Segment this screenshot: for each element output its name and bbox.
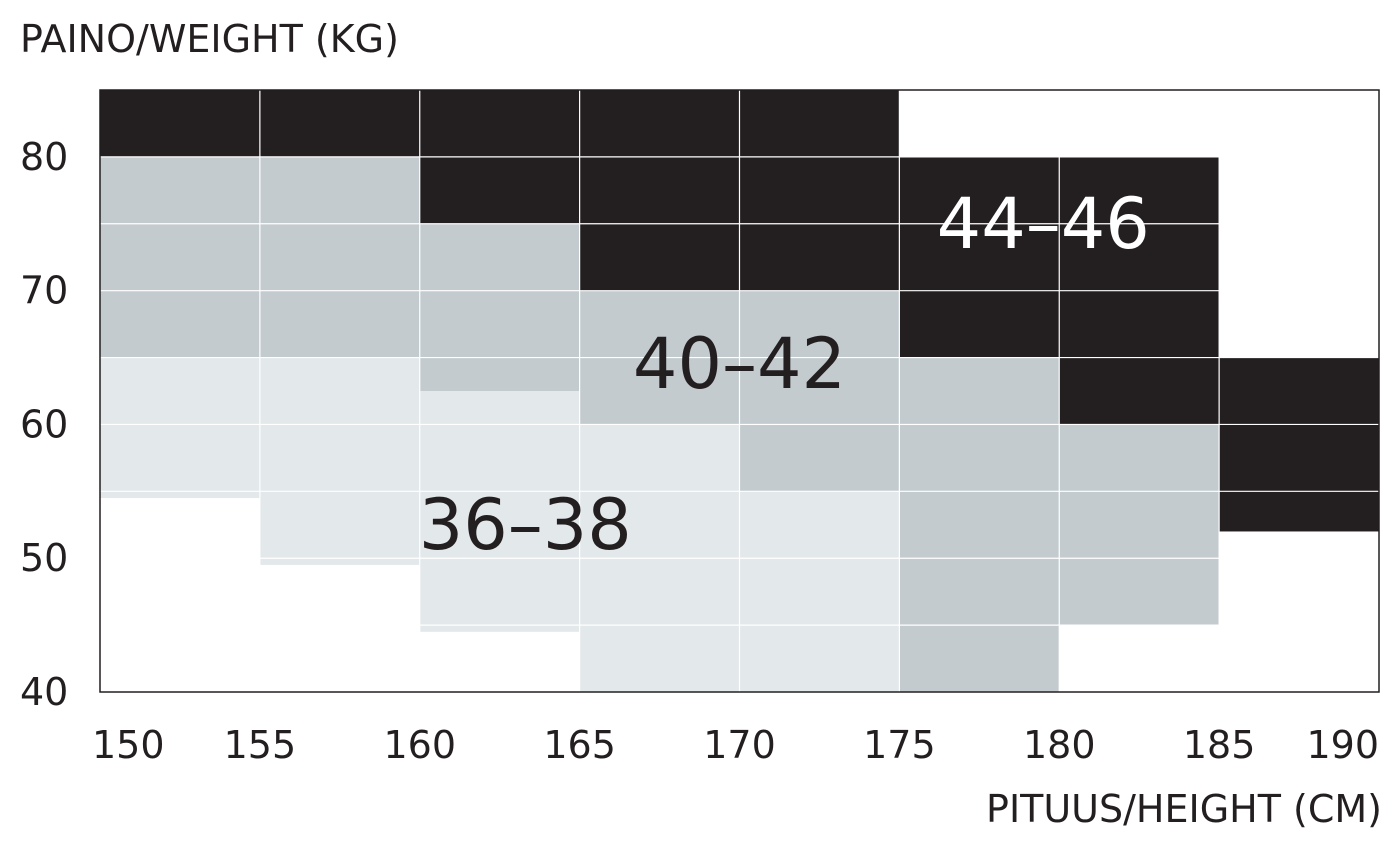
zone-44–46-region-5 (1219, 357, 1379, 532)
x-axis-title: PITUUS/HEIGHT (CM) (986, 787, 1382, 831)
y-tick-label: 70 (20, 269, 68, 313)
y-tick-label: 50 (20, 536, 68, 580)
zone-44–46-region-4 (1059, 357, 1220, 425)
x-tick-label: 170 (703, 723, 776, 767)
zone-label-44–46: 44–46 (937, 183, 1150, 265)
y-tick-label: 80 (20, 135, 68, 179)
zone-40–42-region-4 (899, 357, 1060, 692)
y-tick-label: 40 (20, 670, 68, 714)
grid (100, 90, 1379, 692)
y-axis-ticks: 40 50 60 70 80 (20, 135, 68, 714)
x-tick-label: 190 (1306, 723, 1379, 767)
zone-36–38-region-1 (259, 357, 420, 565)
zone-40–42-region-1 (419, 223, 580, 391)
zone-36–38-region-4 (739, 491, 900, 692)
x-tick-label: 160 (383, 723, 456, 767)
x-tick-label: 150 (92, 723, 165, 767)
zone-36–38-region-2 (419, 391, 580, 632)
y-axis-title: PAINO/WEIGHT (KG) (20, 17, 399, 61)
x-axis-ticks: 150 155 160 165 170 175 180 185 190 (92, 723, 1379, 767)
x-tick-label: 180 (1023, 723, 1096, 767)
y-tick-label: 60 (20, 402, 68, 446)
zone-36–38-region-0 (100, 357, 260, 499)
zone-label-36–38: 36–38 (419, 484, 632, 566)
x-tick-label: 165 (543, 723, 616, 767)
plot-frame (99, 89, 1380, 693)
zone-40–42-region-3 (739, 424, 900, 492)
x-tick-label: 175 (863, 723, 936, 767)
zone-label-40–42: 40–42 (633, 323, 846, 405)
zone-40–42-region-5 (1059, 424, 1220, 626)
x-tick-label: 155 (224, 723, 297, 767)
x-tick-label: 185 (1183, 723, 1256, 767)
